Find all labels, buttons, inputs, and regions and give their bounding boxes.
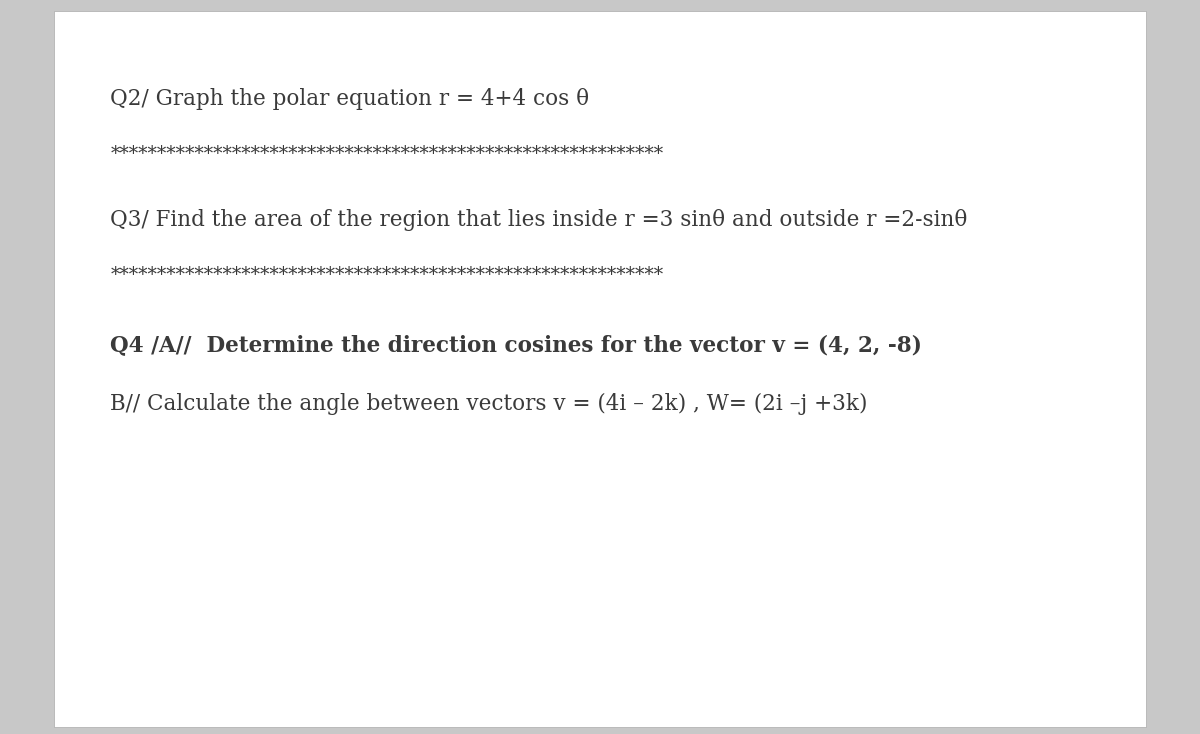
Text: Q2/ Graph the polar equation r = 4+4 cos θ: Q2/ Graph the polar equation r = 4+4 cos… — [110, 88, 589, 110]
Text: ***********************************************************: ****************************************… — [110, 145, 664, 163]
Text: Q3/ Find the area of the region that lies inside r =3 sinθ and outside r =2-sinθ: Q3/ Find the area of the region that lie… — [110, 209, 967, 231]
Text: ***********************************************************: ****************************************… — [110, 266, 664, 284]
Text: B// Calculate the angle between vectors v = (4i – 2k) , W= (2i –j +3k): B// Calculate the angle between vectors … — [110, 393, 868, 415]
FancyBboxPatch shape — [54, 11, 1146, 727]
Text: Q4 /A//  Determine the direction cosines for the vector v = (4, 2, -8): Q4 /A// Determine the direction cosines … — [110, 334, 923, 356]
